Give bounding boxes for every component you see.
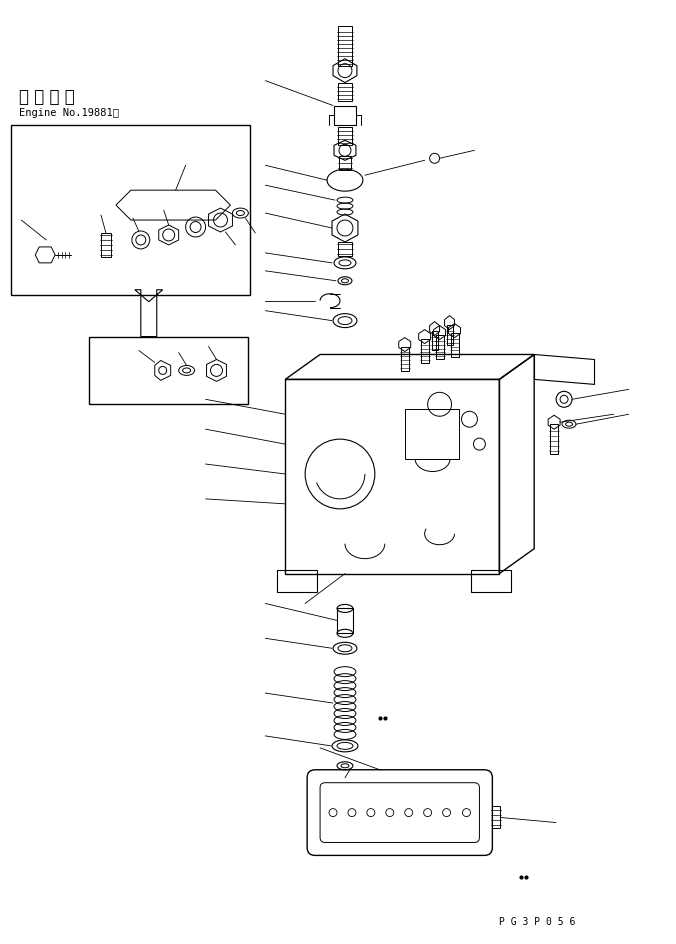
Text: P G 3 P 0 5 6: P G 3 P 0 5 6: [500, 917, 576, 926]
Bar: [401, 347, 409, 372]
Bar: [337, 609, 353, 633]
Bar: [450, 333, 458, 358]
Bar: [89, 337, 248, 405]
Bar: [435, 335, 443, 360]
Bar: [334, 107, 356, 126]
Bar: [447, 326, 452, 346]
Bar: [285, 380, 500, 574]
Bar: [101, 234, 111, 258]
Bar: [11, 126, 250, 295]
Bar: [338, 26, 352, 67]
Polygon shape: [135, 291, 163, 337]
Bar: [338, 83, 352, 101]
Text: Engine No.19881～: Engine No.19881～: [20, 109, 120, 118]
Bar: [338, 243, 352, 257]
Bar: [492, 806, 500, 828]
Bar: [550, 425, 558, 455]
Bar: [338, 128, 352, 146]
Text: 適 用 号 機: 適 用 号 機: [20, 88, 75, 106]
Bar: [405, 410, 460, 460]
Bar: [420, 339, 429, 364]
Bar: [277, 570, 317, 592]
Bar: [339, 157, 351, 171]
Bar: [431, 331, 437, 351]
Bar: [471, 570, 511, 592]
